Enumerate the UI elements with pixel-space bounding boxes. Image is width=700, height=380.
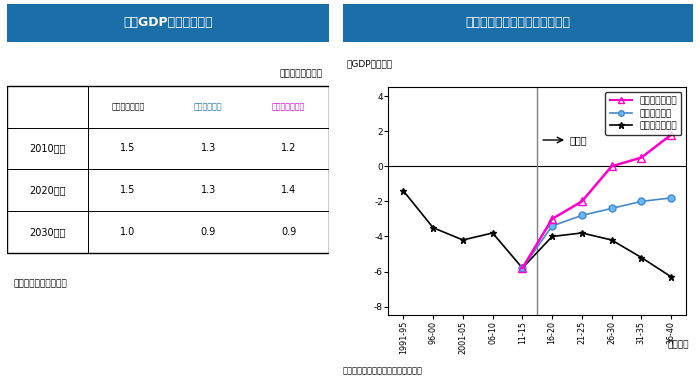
Legend: 超改革シナリオ, 改革シナリオ, ベースシナリオ: 超改革シナリオ, 改革シナリオ, ベースシナリオ [605,92,682,135]
Text: 0.9: 0.9 [281,227,296,237]
Text: 超改革シナリオ: 超改革シナリオ [272,102,305,111]
Text: 1.0: 1.0 [120,227,135,237]
Text: 1.5: 1.5 [120,143,135,154]
Text: 1.2: 1.2 [281,143,296,154]
Text: 2010年代: 2010年代 [29,143,65,154]
Text: 1.3: 1.3 [201,185,216,195]
Text: （GDP比、％）: （GDP比、％） [346,59,393,68]
Text: 1.3: 1.3 [201,143,216,154]
Text: （年度）: （年度） [668,340,690,349]
Text: 0.9: 0.9 [201,227,216,237]
Text: 1.4: 1.4 [281,185,296,195]
Text: ベースシナリオ: ベースシナリオ [111,102,144,111]
Text: 改革シナリオ: 改革シナリオ [194,102,223,111]
Bar [343,4,693,42]
Text: 実質GDP成長率の比較: 実質GDP成長率の比較 [123,16,213,29]
Text: 2020年代: 2020年代 [29,185,66,195]
Text: （出所）大和総研作成: （出所）大和総研作成 [13,280,67,289]
Text: 国・地方政府の基礎的財政収支: 国・地方政府の基礎的財政収支 [466,16,570,29]
Text: （期間平均、％）: （期間平均、％） [279,69,323,78]
Text: （予）: （予） [570,135,587,145]
Text: （出所）各種統計より大和総研作成: （出所）各種統計より大和総研作成 [343,367,423,375]
Text: 2030年代: 2030年代 [29,227,65,237]
Text: 1.5: 1.5 [120,185,135,195]
Bar [7,86,329,253]
Bar [7,4,329,42]
